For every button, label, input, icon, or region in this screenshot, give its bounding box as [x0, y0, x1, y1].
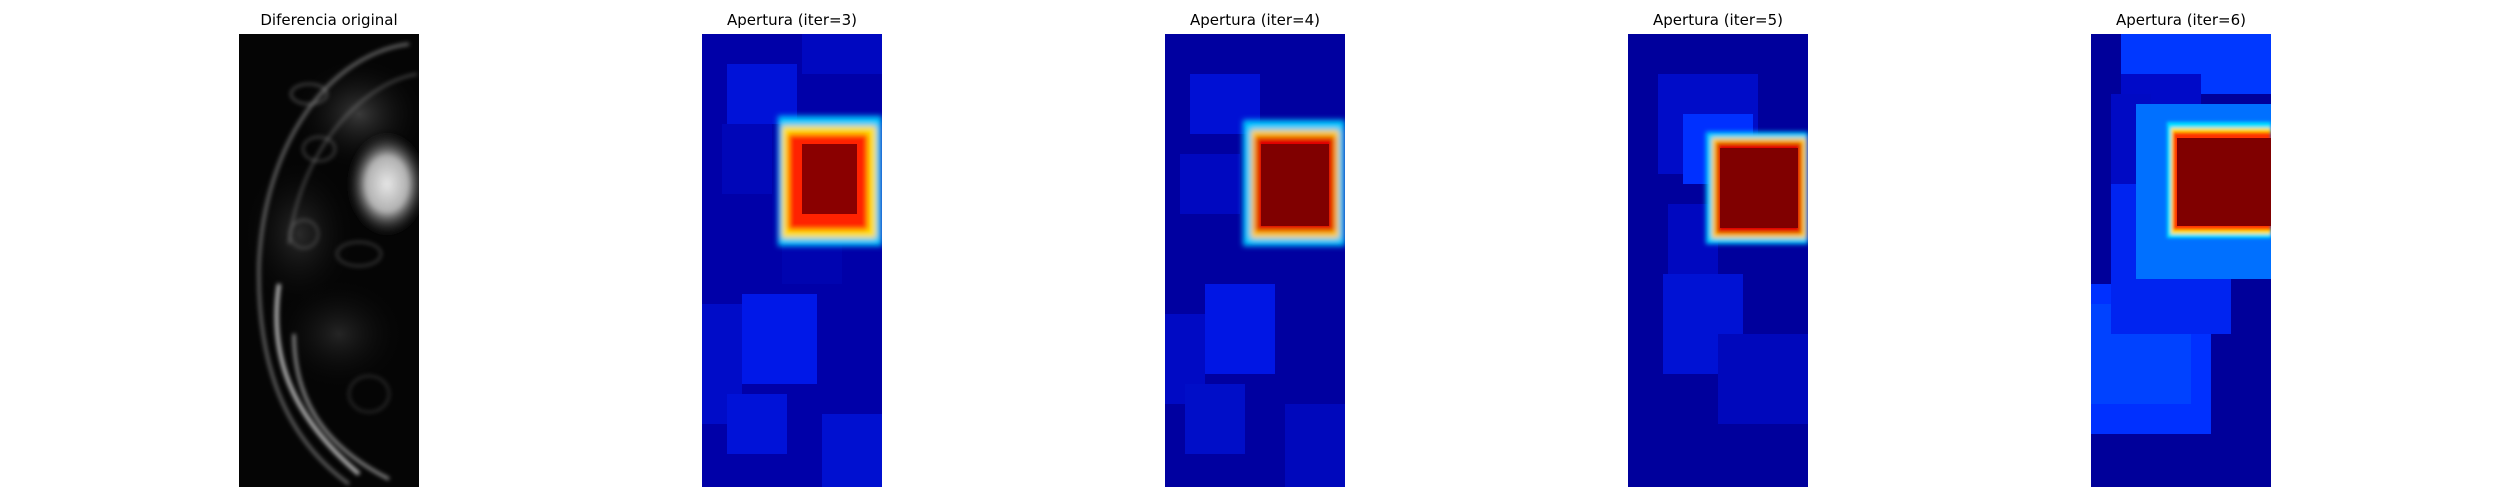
panel-title: Apertura (iter=4) — [1190, 11, 1320, 29]
opening-heatmap-image — [702, 34, 882, 487]
opening-heatmap-image — [2091, 34, 2271, 487]
panel-title: Apertura (iter=5) — [1653, 11, 1783, 29]
opening-heatmap-image — [1628, 34, 1808, 487]
panel-title: Apertura (iter=3) — [727, 11, 857, 29]
panel-original-difference: Diferencia original — [239, 0, 419, 500]
panel-title: Diferencia original — [260, 11, 398, 29]
panel-opening-iter-4: Apertura (iter=4) — [1165, 0, 1345, 500]
opening-heatmap-image — [1165, 34, 1345, 487]
panel-title: Apertura (iter=6) — [2116, 11, 2246, 29]
panel-opening-iter-3: Apertura (iter=3) — [702, 0, 882, 500]
panel-opening-iter-6: Apertura (iter=6) — [2091, 0, 2271, 500]
panel-opening-iter-5: Apertura (iter=5) — [1628, 0, 1808, 500]
grayscale-difference-image — [239, 34, 419, 487]
